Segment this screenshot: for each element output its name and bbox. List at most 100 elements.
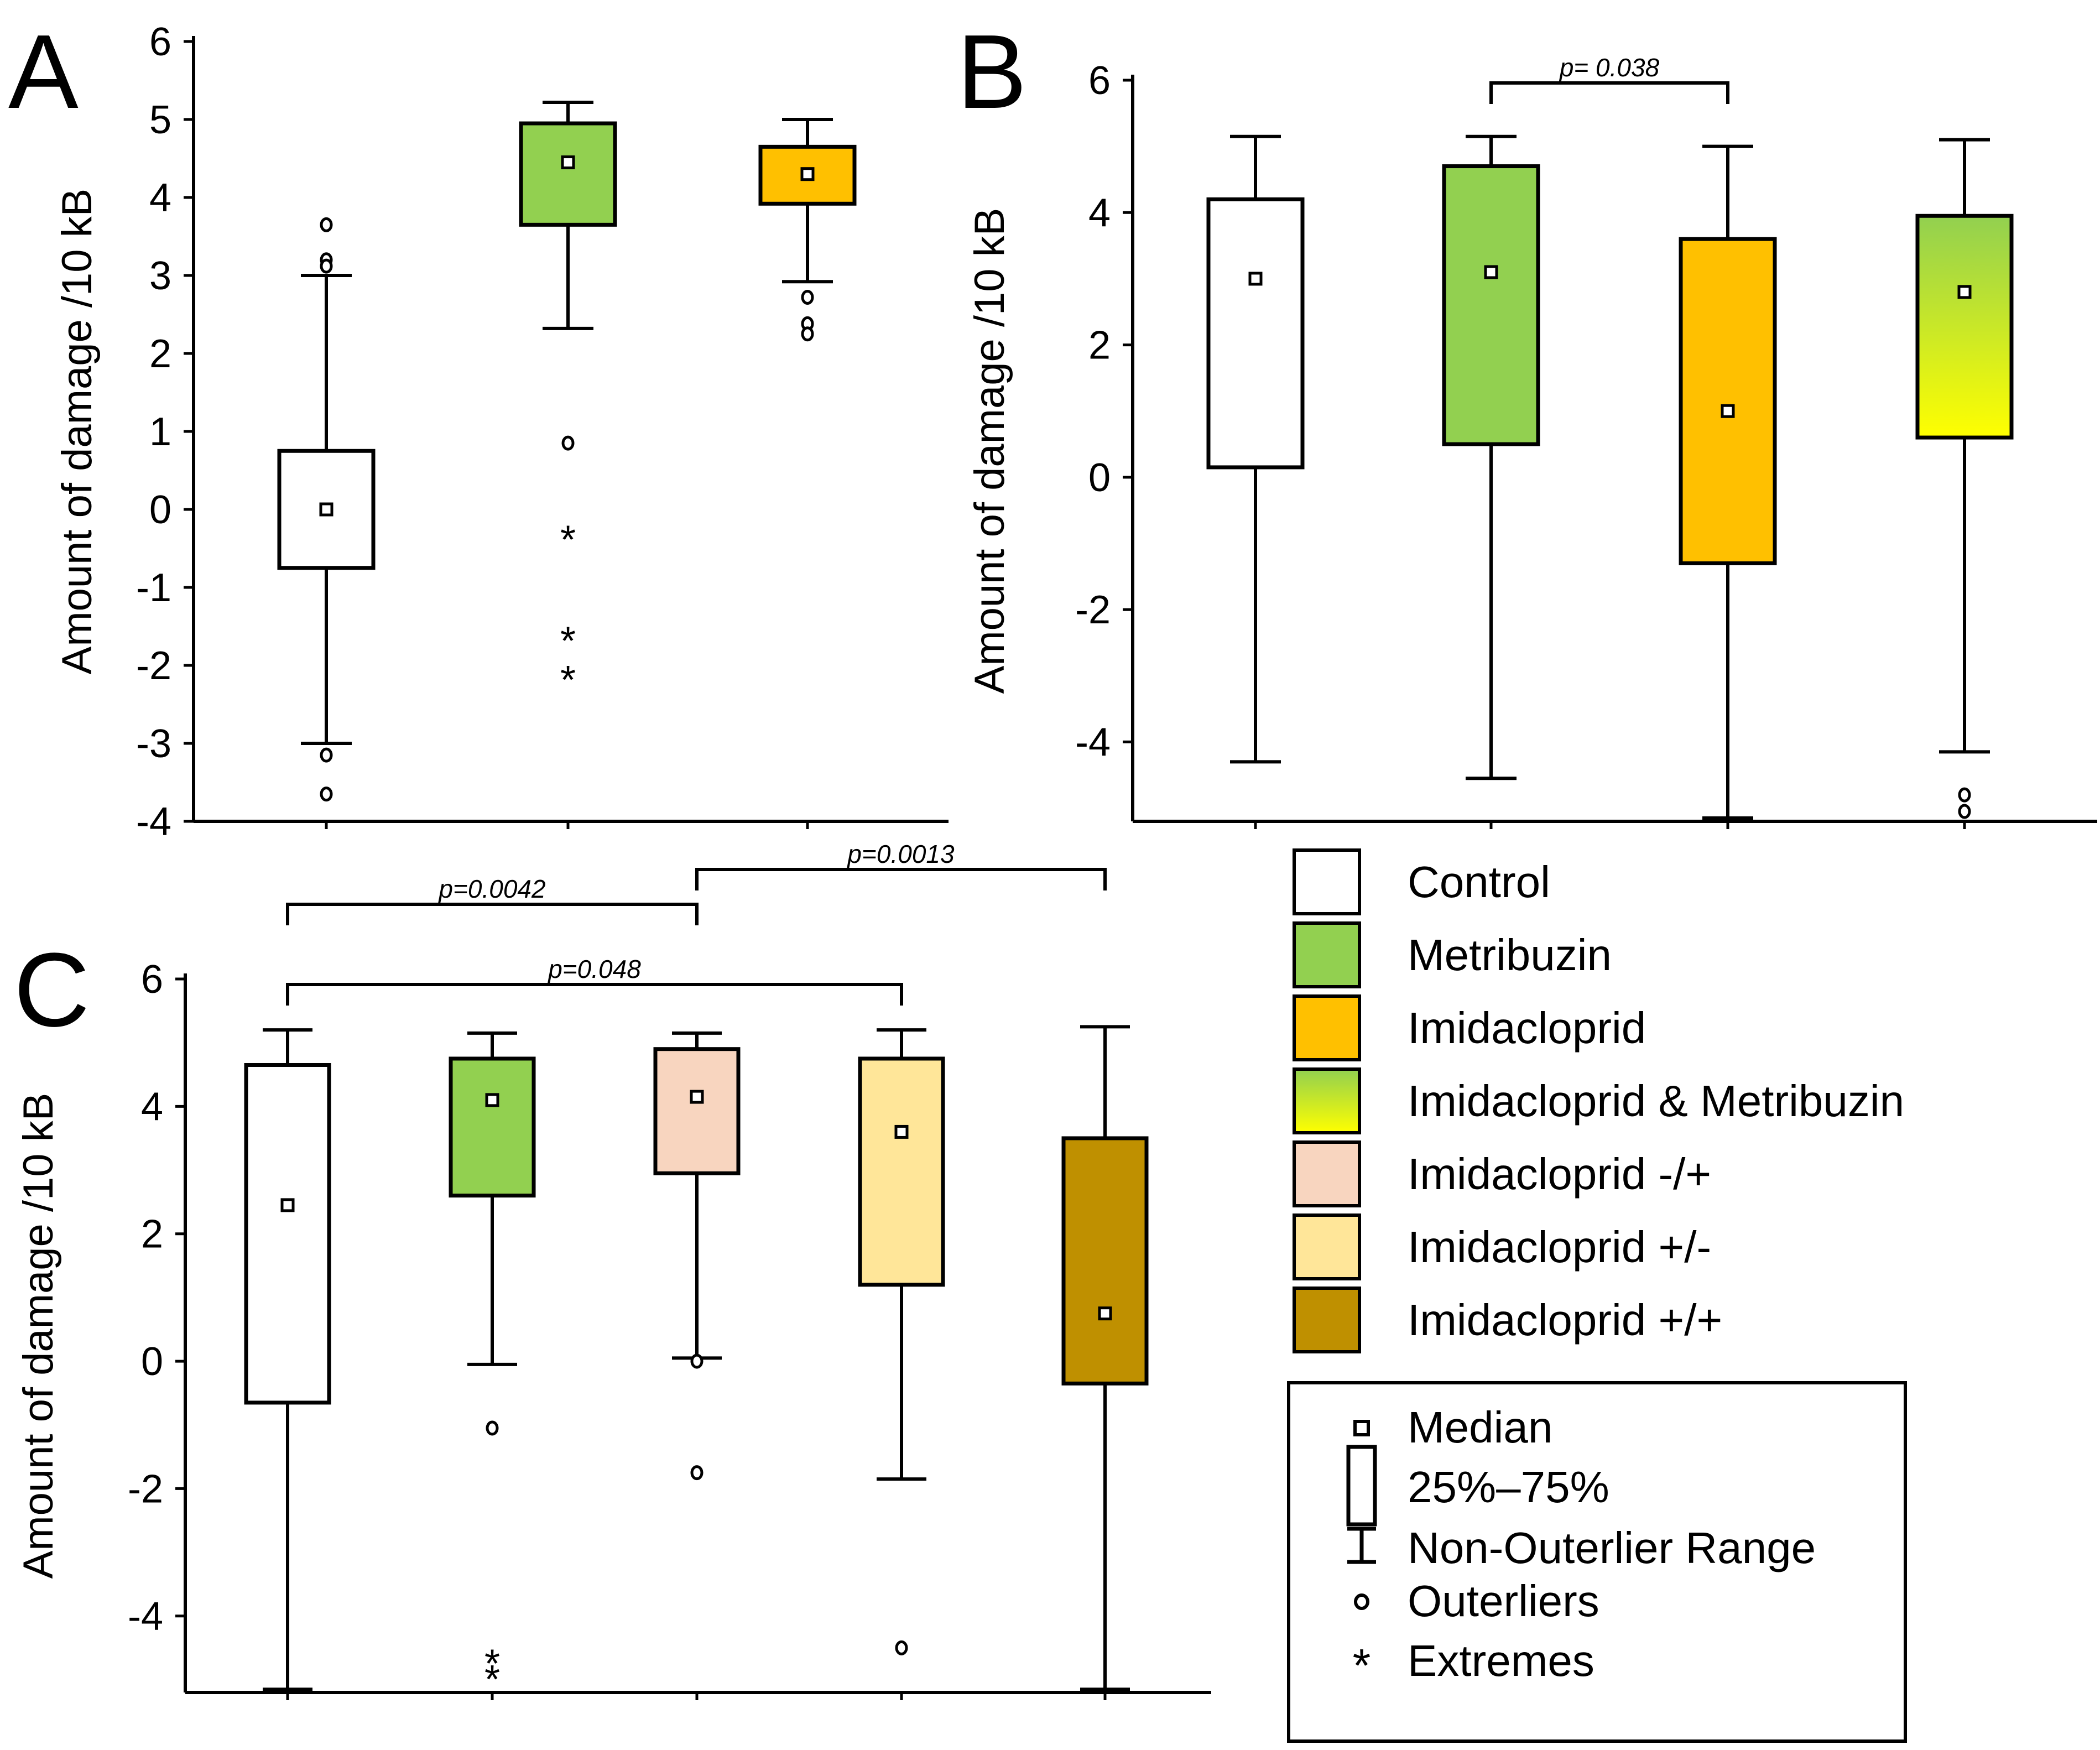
key-item: * Extremes [1353, 1636, 1594, 1691]
median-marker [690, 1090, 704, 1104]
outlier-point [320, 217, 333, 232]
outlier-point [801, 289, 814, 305]
key-extreme-symbol: * [1353, 1639, 1371, 1691]
legend-swatch [1293, 1213, 1361, 1280]
key-item: Outerliers [1354, 1576, 1599, 1626]
key-box-symbol [1346, 1445, 1377, 1527]
p-value-label: p=0.0042 [437, 874, 545, 903]
panel-A: A -4 -3 -2 -1 0 1 2 3 4 5 6 Amount of damage /10 kB *… [8, 13, 949, 844]
outlier-point [690, 1353, 704, 1369]
median-marker [280, 1198, 295, 1212]
outlier-point [486, 1420, 499, 1436]
median-marker [1098, 1306, 1112, 1321]
significance-bracket: p=0.048 [286, 955, 903, 1006]
outlier-point [320, 787, 333, 802]
y-tick-label: -3 [136, 722, 171, 766]
key-median-symbol [1353, 1420, 1370, 1436]
key-label: Non-Outerlier Range [1408, 1523, 1816, 1572]
key-label: Outerliers [1408, 1576, 1599, 1626]
iqr-box [1206, 197, 1305, 470]
key-label: 25%–75% [1408, 1462, 1609, 1512]
box-imidacloprid- [1061, 1025, 1149, 1691]
legend-item: Imidacloprid -/+ [1293, 1140, 1711, 1207]
legend-label: Imidacloprid +/- [1408, 1222, 1711, 1272]
significance-bracket: p= 0.038 [1489, 53, 1729, 104]
key-item: 25%–75% [1346, 1445, 1609, 1527]
iqr-box [1442, 164, 1540, 446]
y-tick-label: -4 [136, 800, 171, 844]
y-tick-label: 4 [149, 176, 171, 220]
median-marker [1248, 272, 1263, 286]
extreme-point: * [560, 658, 576, 702]
legend-label: Imidacloprid +/+ [1408, 1295, 1722, 1345]
y-tick-label: -2 [128, 1467, 163, 1511]
legend-item: Imidacloprid [1293, 994, 1646, 1061]
median-marker [1957, 285, 1972, 299]
y-tick-label: -4 [1075, 720, 1111, 764]
key-label: Median [1408, 1403, 1552, 1452]
extreme-point: * [560, 518, 576, 562]
bracket-line [695, 868, 1107, 890]
y-tick-label: 0 [149, 488, 171, 532]
symbol-key: Median 25%–75% Non-Outerlier RangeOuterlie… [1287, 1381, 1907, 1743]
median-marker [561, 155, 575, 170]
outlier-point [320, 258, 333, 274]
legend-swatch [1293, 1067, 1361, 1134]
bracket-line [286, 983, 903, 1006]
y-tick-label: 5 [149, 98, 171, 142]
median-marker [485, 1093, 499, 1107]
panel-C: C -4 -2 0 2 4 6 Amount of damage /10 kB ** p=0.00… [14, 840, 1211, 1702]
legend-item: Imidacloprid +/+ [1293, 1287, 1722, 1353]
iqr-box [858, 1056, 945, 1287]
y-tick-label: 2 [141, 1212, 163, 1257]
y-tick-label: -1 [136, 566, 171, 610]
key-item: Non-Outerlier Range [1347, 1523, 1816, 1572]
box-control [244, 1028, 331, 1691]
legend-item: Imidacloprid & Metribuzin [1293, 1067, 1904, 1134]
legend: Control Metribuzin Imidacloprid Imidaclopri… [1287, 848, 1907, 1743]
y-tick-label: 6 [141, 957, 163, 1002]
outlier-point [320, 747, 333, 763]
extreme-point: * [484, 1658, 500, 1702]
extreme-point: * [484, 1642, 500, 1686]
median-marker [319, 502, 334, 517]
iqr-box [519, 121, 617, 227]
y-tick-label: 3 [149, 254, 171, 298]
y-tick-label: -2 [136, 644, 171, 688]
box-metribuzin: ** [449, 1031, 536, 1702]
y-tick-label: 4 [141, 1085, 163, 1129]
significance-bracket: p=0.0042 [286, 874, 699, 925]
legend-label: Imidacloprid [1408, 1003, 1646, 1053]
y-tick-label: 2 [1088, 324, 1111, 368]
p-value-label: p=0.048 [547, 955, 641, 983]
key-frame [1287, 1381, 1907, 1743]
iqr-box [1061, 1136, 1149, 1386]
legend-swatch [1293, 921, 1361, 988]
panel-letter: B [957, 13, 1027, 131]
outlier-point [561, 435, 575, 451]
legend-swatch [1293, 1287, 1361, 1353]
key-label: Extremes [1408, 1636, 1594, 1685]
box-imidacloprid-metribuzin [1915, 138, 2014, 819]
box-control [277, 217, 376, 802]
significance-bracket: p=0.0013 [695, 840, 1107, 890]
y-tick-label: -4 [128, 1595, 163, 1639]
iqr-box [1679, 237, 1777, 565]
iqr-box [244, 1062, 331, 1405]
y-axis-label: Amount of damage /10 kB [15, 1093, 62, 1579]
box-imidacloprid- [858, 1028, 945, 1655]
box-control [1206, 134, 1305, 764]
iqr-box [1915, 213, 2014, 440]
outlier-point [1958, 804, 1971, 819]
box-metribuzin [1442, 134, 1540, 780]
legend-label: Control [1408, 857, 1550, 907]
legend-item: Control [1293, 848, 1550, 915]
group-legend: Control Metribuzin Imidacloprid Imidaclopri… [1293, 848, 1904, 1353]
bracket-line [286, 903, 699, 925]
box-metribuzin: *** [519, 100, 617, 702]
box-imidacloprid- [653, 1031, 741, 1481]
outlier-point [690, 1465, 704, 1481]
outlier-point [1958, 787, 1971, 803]
outlier-point [895, 1640, 908, 1655]
